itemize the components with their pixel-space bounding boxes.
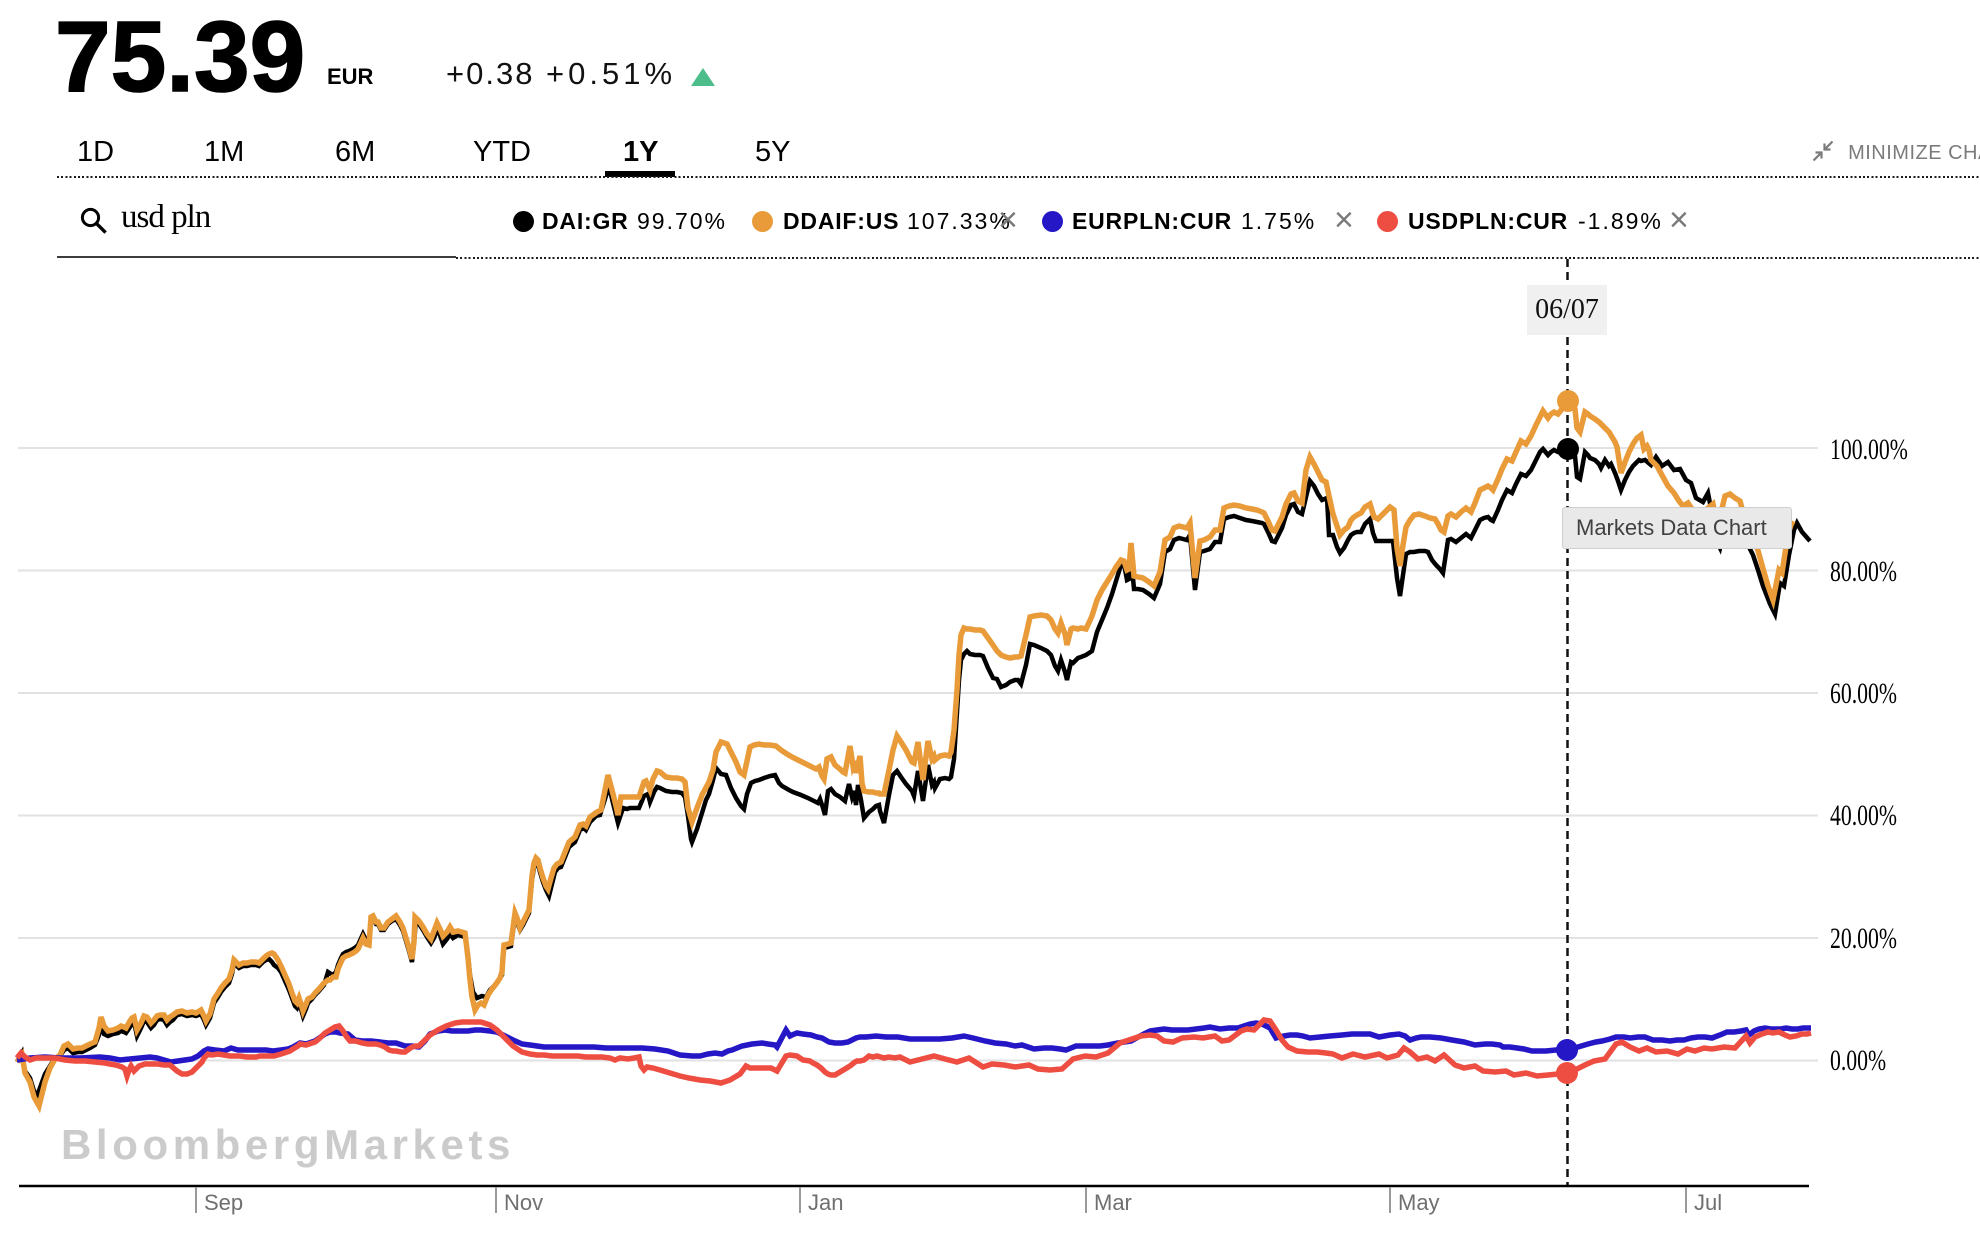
svg-text:100.00%: 100.00% <box>1830 433 1908 466</box>
svg-text:Nov: Nov <box>504 1190 543 1215</box>
svg-text:0.00%: 0.00% <box>1830 1044 1886 1077</box>
svg-text:Jan: Jan <box>808 1190 843 1215</box>
svg-text:Jul: Jul <box>1694 1190 1722 1215</box>
svg-text:60.00%: 60.00% <box>1830 677 1897 710</box>
svg-text:80.00%: 80.00% <box>1830 555 1897 588</box>
svg-text:Sep: Sep <box>204 1190 243 1215</box>
svg-text:40.00%: 40.00% <box>1830 799 1897 832</box>
svg-text:May: May <box>1398 1190 1440 1215</box>
svg-text:Mar: Mar <box>1094 1190 1132 1215</box>
svg-text:20.00%: 20.00% <box>1830 922 1897 955</box>
